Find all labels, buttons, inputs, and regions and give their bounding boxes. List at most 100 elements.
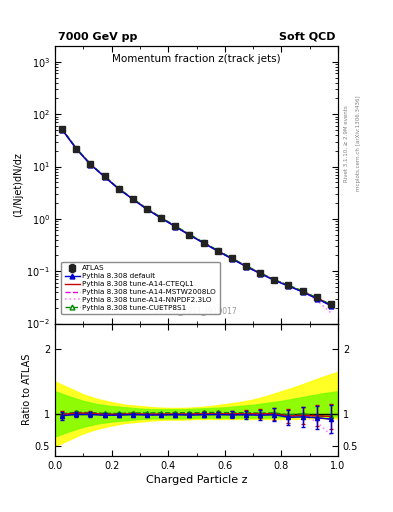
Pythia 8.308 default [145,206,149,212]
Pythia 8.308 tune-A14-NNPDF2.3LO [74,145,79,152]
Pythia 8.308 default [201,240,206,246]
Pythia 8.308 tune-A14-CTEQL1 [300,288,305,294]
Pythia 8.308 default [187,232,192,238]
Pythia 8.308 tune-A14-MSTW2008LO [272,277,277,283]
Pythia 8.308 default [244,264,248,270]
Pythia 8.308 tune-CUETP8S1 [286,282,291,288]
Pythia 8.308 tune-CUETP8S1 [74,145,79,151]
Pythia 8.308 tune-A14-NNPDF2.3LO [130,196,135,202]
Pythia 8.308 tune-CUETP8S1 [88,161,93,167]
Pythia 8.308 tune-A14-NNPDF2.3LO [116,186,121,192]
Pythia 8.308 tune-A14-CTEQL1 [130,196,135,202]
Line: Pythia 8.308 tune-A14-NNPDF2.3LO: Pythia 8.308 tune-A14-NNPDF2.3LO [62,130,331,313]
Pythia 8.308 tune-CUETP8S1 [187,231,192,238]
Legend: ATLAS, Pythia 8.308 default, Pythia 8.308 tune-A14-CTEQL1, Pythia 8.308 tune-A14: ATLAS, Pythia 8.308 default, Pythia 8.30… [61,262,220,314]
Pythia 8.308 tune-A14-MSTW2008LO [88,161,93,167]
Pythia 8.308 tune-A14-NNPDF2.3LO [145,206,149,212]
Line: Pythia 8.308 default: Pythia 8.308 default [60,127,333,308]
Pythia 8.308 default [88,161,93,167]
Pythia 8.308 tune-A14-CTEQL1 [258,270,263,276]
Pythia 8.308 tune-A14-CTEQL1 [329,302,333,308]
Pythia 8.308 tune-CUETP8S1 [258,270,263,276]
Pythia 8.308 default [215,248,220,254]
Pythia 8.308 tune-CUETP8S1 [272,276,277,283]
Pythia 8.308 default [258,270,263,276]
Text: Rivet 3.1.10, ≥ 2.9M events: Rivet 3.1.10, ≥ 2.9M events [344,105,349,182]
Pythia 8.308 tune-A14-NNPDF2.3LO [88,161,93,167]
Pythia 8.308 tune-A14-MSTW2008LO [145,206,149,212]
Pythia 8.308 default [272,277,277,283]
Pythia 8.308 tune-CUETP8S1 [329,302,333,308]
Pythia 8.308 tune-A14-MSTW2008LO [314,295,319,302]
Pythia 8.308 tune-CUETP8S1 [60,126,64,132]
Pythia 8.308 default [230,256,234,262]
X-axis label: Charged Particle z: Charged Particle z [146,475,247,485]
Pythia 8.308 tune-A14-CTEQL1 [74,145,79,152]
Pythia 8.308 tune-A14-NNPDF2.3LO [159,215,163,221]
Pythia 8.308 tune-A14-NNPDF2.3LO [286,283,291,289]
Pythia 8.308 tune-A14-MSTW2008LO [230,255,234,262]
Pythia 8.308 tune-CUETP8S1 [300,288,305,294]
Pythia 8.308 default [173,224,178,230]
Pythia 8.308 default [116,186,121,192]
Pythia 8.308 tune-CUETP8S1 [215,247,220,253]
Pythia 8.308 tune-A14-CTEQL1 [102,174,107,180]
Pythia 8.308 tune-A14-CTEQL1 [187,231,192,238]
Line: Pythia 8.308 tune-CUETP8S1: Pythia 8.308 tune-CUETP8S1 [60,126,333,307]
Pythia 8.308 tune-A14-MSTW2008LO [60,126,64,133]
Pythia 8.308 tune-A14-NNPDF2.3LO [60,126,64,133]
Line: Pythia 8.308 tune-A14-MSTW2008LO: Pythia 8.308 tune-A14-MSTW2008LO [62,130,331,306]
Pythia 8.308 tune-A14-CTEQL1 [215,248,220,254]
Pythia 8.308 tune-A14-NNPDF2.3LO [201,240,206,246]
Text: 7000 GeV pp: 7000 GeV pp [58,32,137,42]
Pythia 8.308 tune-A14-CTEQL1 [173,223,178,229]
Y-axis label: Ratio to ATLAS: Ratio to ATLAS [22,354,32,425]
Pythia 8.308 default [102,174,107,180]
Pythia 8.308 tune-A14-MSTW2008LO [244,263,248,269]
Pythia 8.308 tune-A14-MSTW2008LO [258,270,263,276]
Pythia 8.308 tune-A14-NNPDF2.3LO [258,270,263,276]
Pythia 8.308 tune-A14-MSTW2008LO [130,196,135,202]
Pythia 8.308 default [159,215,163,221]
Pythia 8.308 tune-CUETP8S1 [230,255,234,261]
Pythia 8.308 default [300,289,305,295]
Pythia 8.308 tune-CUETP8S1 [145,205,149,211]
Pythia 8.308 tune-A14-NNPDF2.3LO [314,297,319,303]
Pythia 8.308 tune-A14-NNPDF2.3LO [173,223,178,229]
Pythia 8.308 tune-A14-CTEQL1 [244,263,248,269]
Pythia 8.308 default [60,126,64,133]
Text: mcplots.cern.ch [arXiv:1306.3436]: mcplots.cern.ch [arXiv:1306.3436] [356,96,361,191]
Pythia 8.308 tune-A14-CTEQL1 [201,240,206,246]
Pythia 8.308 tune-A14-CTEQL1 [230,255,234,262]
Pythia 8.308 tune-CUETP8S1 [244,263,248,269]
Pythia 8.308 tune-A14-NNPDF2.3LO [272,277,277,283]
Pythia 8.308 tune-A14-NNPDF2.3LO [230,255,234,262]
Pythia 8.308 tune-A14-MSTW2008LO [74,145,79,152]
Pythia 8.308 default [314,295,319,302]
Pythia 8.308 tune-CUETP8S1 [201,239,206,245]
Pythia 8.308 tune-A14-CTEQL1 [286,283,291,289]
Pythia 8.308 tune-A14-CTEQL1 [272,277,277,283]
Pythia 8.308 tune-CUETP8S1 [102,173,107,179]
Text: Momentum fraction z(track jets): Momentum fraction z(track jets) [112,54,281,65]
Text: Soft QCD: Soft QCD [279,32,335,42]
Pythia 8.308 tune-A14-MSTW2008LO [102,174,107,180]
Pythia 8.308 tune-A14-NNPDF2.3LO [102,174,107,180]
Pythia 8.308 tune-A14-MSTW2008LO [201,240,206,246]
Pythia 8.308 tune-A14-CTEQL1 [314,295,319,301]
Pythia 8.308 tune-A14-MSTW2008LO [173,223,178,229]
Pythia 8.308 tune-CUETP8S1 [116,185,121,191]
Pythia 8.308 tune-A14-MSTW2008LO [329,303,333,309]
Y-axis label: (1/Njet)dN/dz: (1/Njet)dN/dz [13,153,24,217]
Text: ATLAS_2011_I919017: ATLAS_2011_I919017 [156,306,237,315]
Pythia 8.308 tune-A14-MSTW2008LO [300,288,305,294]
Pythia 8.308 tune-CUETP8S1 [314,295,319,301]
Pythia 8.308 tune-A14-MSTW2008LO [159,215,163,221]
Pythia 8.308 tune-A14-MSTW2008LO [286,283,291,289]
Pythia 8.308 tune-A14-NNPDF2.3LO [329,310,333,316]
Pythia 8.308 tune-A14-NNPDF2.3LO [187,232,192,238]
Line: Pythia 8.308 tune-A14-CTEQL1: Pythia 8.308 tune-A14-CTEQL1 [62,129,331,305]
Pythia 8.308 tune-A14-CTEQL1 [159,215,163,221]
Pythia 8.308 tune-CUETP8S1 [159,215,163,221]
Pythia 8.308 default [74,146,79,152]
